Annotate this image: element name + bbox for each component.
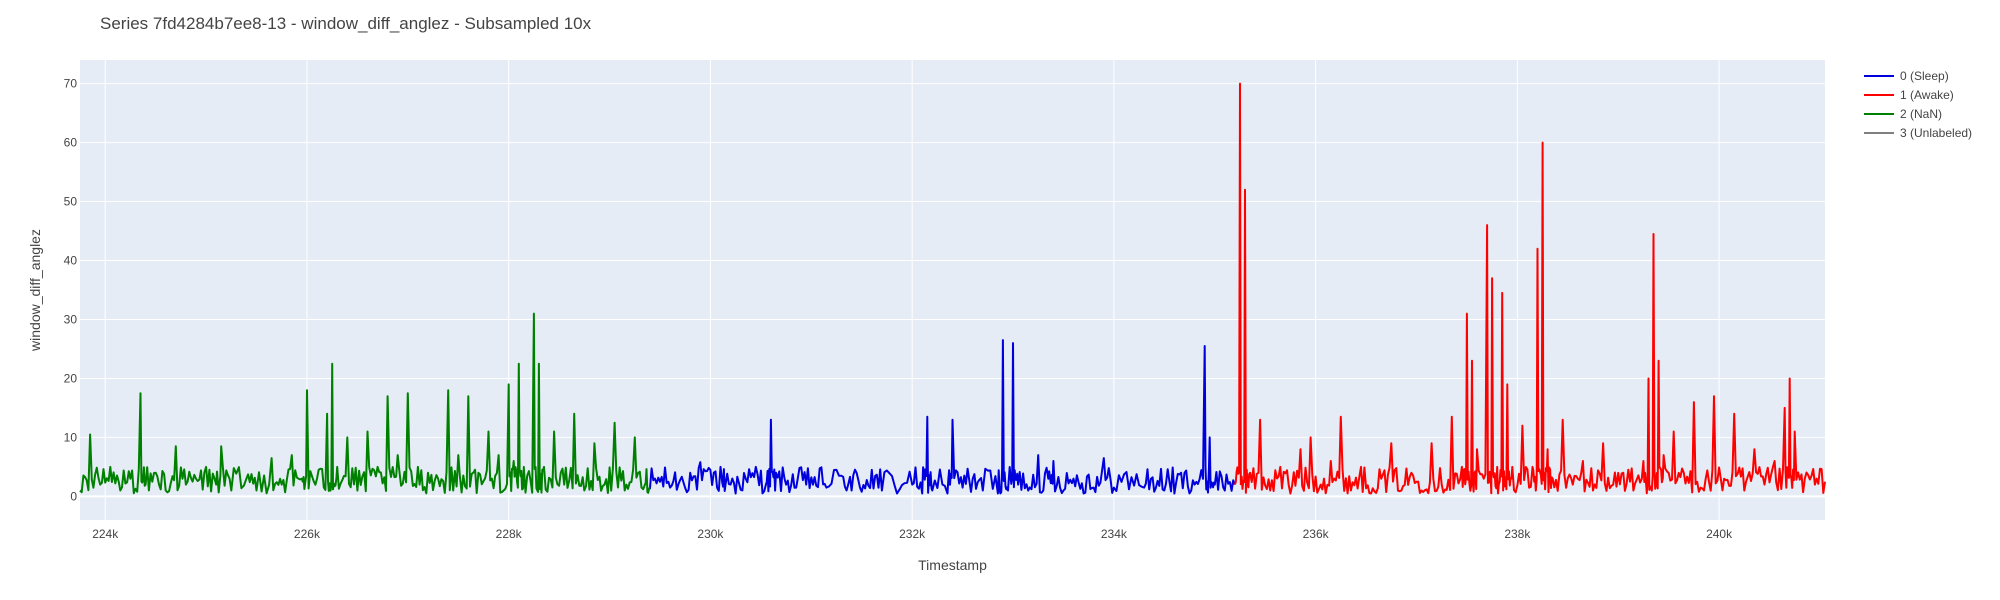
- x-axis-ticks: 224k 226k 228k 230k 232k 234k 236k 238k 240k: [92, 527, 1733, 541]
- series-line-2-nan-: [79, 312, 651, 495]
- legend-swatch: [1864, 112, 1894, 115]
- y-axis-ticks: 0 10 20 30 40 50 60 70: [64, 77, 78, 504]
- x-tick-label: 234k: [1101, 527, 1128, 541]
- legend-swatch: [1864, 131, 1894, 134]
- legend-item[interactable]: 0 (Sleep): [1864, 66, 1972, 85]
- legend-label: 2 (NaN): [1900, 106, 1943, 121]
- y-tick-label: 30: [64, 312, 78, 326]
- series-lines: [79, 82, 1826, 495]
- chart-legend[interactable]: 0 (Sleep) 1 (Awake) 2 (NaN) 3 (Unlabeled): [1864, 66, 1972, 142]
- y-tick-label: 20: [64, 371, 78, 385]
- y-axis-title: window_diff_anglez: [27, 229, 43, 352]
- x-tick-label: 232k: [899, 527, 926, 541]
- x-tick-label: 224k: [92, 527, 119, 541]
- legend-label: 1 (Awake): [1900, 87, 1954, 102]
- legend-swatch: [1864, 74, 1894, 77]
- legend-swatch: [1864, 93, 1894, 96]
- series-line-0-sleep-: [648, 339, 1236, 495]
- legend-item[interactable]: 3 (Unlabeled): [1864, 123, 1972, 142]
- chart-title: Series 7fd4284b7ee8-13 - window_diff_ang…: [100, 14, 592, 33]
- grid-lines: [80, 60, 1825, 520]
- y-tick-label: 50: [64, 195, 78, 209]
- y-tick-label: 0: [70, 489, 77, 503]
- x-axis-title: Timestamp: [918, 557, 987, 573]
- legend-label: 0 (Sleep): [1900, 68, 1949, 83]
- series-line-1-awake-: [1233, 82, 1826, 495]
- y-tick-label: 10: [64, 430, 78, 444]
- y-tick-label: 70: [64, 77, 78, 91]
- x-tick-label: 240k: [1706, 527, 1733, 541]
- legend-item[interactable]: 2 (NaN): [1864, 104, 1972, 123]
- x-tick-label: 236k: [1303, 527, 1330, 541]
- legend-item[interactable]: 1 (Awake): [1864, 85, 1972, 104]
- legend-label: 3 (Unlabeled): [1900, 125, 1973, 140]
- x-tick-label: 230k: [697, 527, 724, 541]
- y-tick-label: 40: [64, 254, 78, 268]
- y-tick-label: 60: [64, 136, 78, 150]
- x-tick-label: 226k: [294, 527, 321, 541]
- x-tick-label: 238k: [1504, 527, 1531, 541]
- x-tick-label: 228k: [496, 527, 523, 541]
